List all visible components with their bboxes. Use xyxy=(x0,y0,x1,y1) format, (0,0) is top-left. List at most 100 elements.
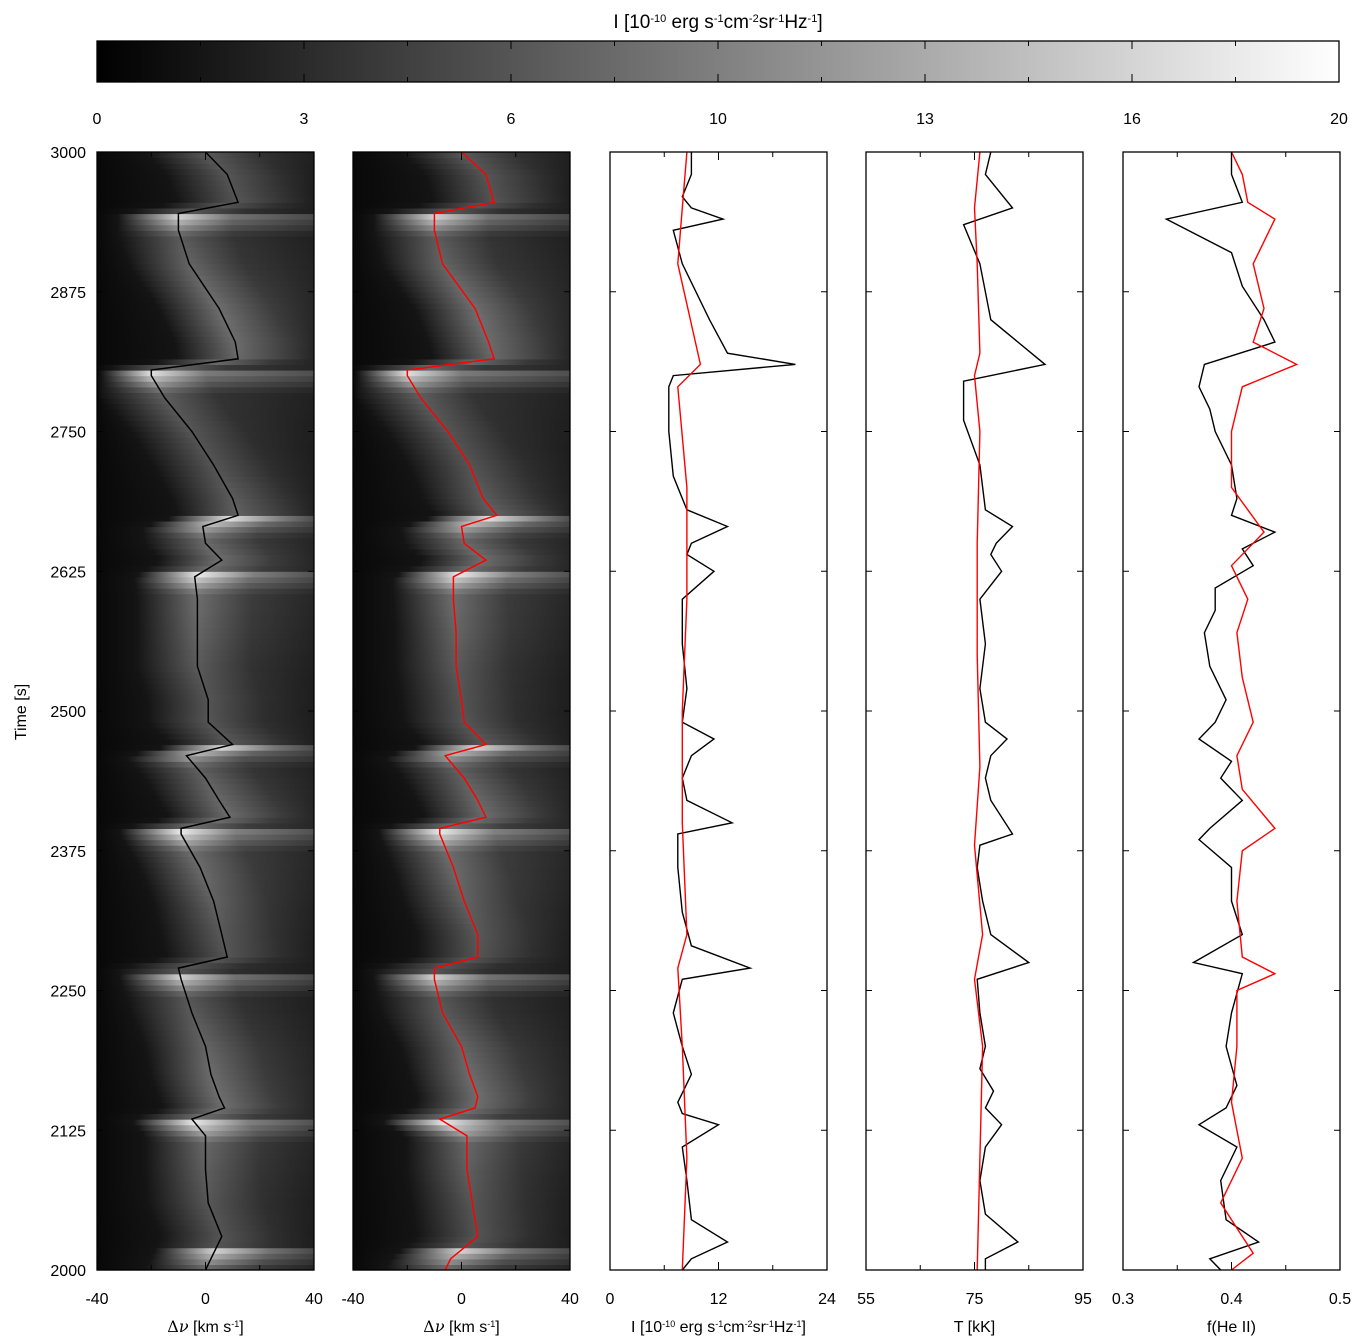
heatmap-row xyxy=(353,1147,570,1154)
heatmap-row xyxy=(353,738,570,746)
heatmap-row xyxy=(353,280,570,287)
heatmap-row xyxy=(353,761,570,768)
y-tick-label: 2000 xyxy=(50,1263,86,1280)
heatmap-row xyxy=(353,962,570,969)
heatmap-row xyxy=(97,470,314,477)
heatmap-row xyxy=(353,1113,570,1120)
heatmap-row xyxy=(353,1029,570,1036)
heatmap-row xyxy=(353,509,570,516)
heatmap-row xyxy=(97,230,314,237)
heatmap-row xyxy=(97,1208,314,1215)
heatmap-row xyxy=(97,336,314,343)
heatmap-row xyxy=(97,258,314,265)
heatmap-row xyxy=(97,1012,314,1020)
centroid-line xyxy=(150,151,240,1271)
heatmap-row xyxy=(353,342,570,349)
heatmap-row xyxy=(97,191,314,198)
x-tick-label: 55 xyxy=(857,1291,875,1308)
heatmap-row xyxy=(97,833,314,841)
heatmap-row xyxy=(97,196,314,203)
heatmap-row xyxy=(97,1024,314,1031)
heatmap-row xyxy=(97,1029,314,1036)
heatmap-row xyxy=(353,1225,570,1232)
heatmap-row xyxy=(97,409,314,416)
heatmap-row xyxy=(97,459,314,466)
heatmap-row xyxy=(97,615,314,623)
heatmap-row xyxy=(353,956,570,964)
heatmap-row xyxy=(97,1074,314,1081)
heatmap-row xyxy=(353,1102,570,1109)
heatmap-row xyxy=(97,699,314,707)
x-tick-label: 40 xyxy=(305,1291,323,1308)
heatmap-row xyxy=(97,520,314,528)
heatmap-row xyxy=(97,1180,314,1187)
heatmap-row xyxy=(353,940,570,947)
heatmap-row xyxy=(97,1191,314,1198)
heatmap-row xyxy=(353,1186,570,1193)
heatmap-row xyxy=(97,437,314,444)
heatmap-row xyxy=(97,839,314,846)
heatmap-row xyxy=(97,800,314,807)
heatmap-row xyxy=(353,431,570,438)
heatmap-row xyxy=(97,901,314,908)
heatmap-row xyxy=(353,565,570,572)
heatmap-row xyxy=(97,1001,314,1008)
heatmap-row xyxy=(97,157,314,164)
heatmap-row xyxy=(97,945,314,952)
heatmap-row xyxy=(353,1124,570,1131)
heatmap-row xyxy=(353,191,570,198)
heatmap-row xyxy=(97,750,314,757)
heatmap-row xyxy=(97,666,314,673)
heatmap-row xyxy=(353,1169,570,1176)
heatmap-row xyxy=(353,1202,570,1210)
heatmap-row xyxy=(353,185,570,192)
heatmap-row xyxy=(353,548,570,556)
heatmap-row xyxy=(97,671,314,679)
heatmap-row xyxy=(97,1230,314,1238)
y-axis-label: Time [s] xyxy=(13,684,30,740)
heatmap-row xyxy=(353,1051,570,1059)
heatmap-row xyxy=(97,951,314,958)
heatmap-row xyxy=(353,386,570,393)
label-part: Hz xyxy=(774,1319,794,1336)
heatmap-row xyxy=(353,755,570,762)
heatmap-row xyxy=(353,895,570,902)
heatmap-row xyxy=(353,923,570,930)
heatmap-row xyxy=(97,1063,314,1070)
heatmap-row xyxy=(97,828,314,835)
heatmap-row xyxy=(97,1091,314,1098)
heatmap-row xyxy=(353,1001,570,1008)
heatmap-row xyxy=(97,979,314,986)
heatmap-row xyxy=(353,543,570,550)
heatmap-row xyxy=(353,319,570,326)
heatmap-row xyxy=(353,850,570,857)
series-line xyxy=(668,152,796,1271)
heatmap-row xyxy=(97,755,314,762)
heatmap-row xyxy=(353,934,570,941)
panel-frame xyxy=(865,151,1084,1271)
y-tick-label: 2625 xyxy=(50,564,86,581)
heatmap-row xyxy=(353,588,570,595)
heatmap-row xyxy=(97,923,314,930)
heatmap-row xyxy=(97,325,314,332)
heatmap-row xyxy=(97,560,314,567)
heatmap-row xyxy=(353,861,570,869)
heatmap-row xyxy=(353,822,570,829)
heatmap-row xyxy=(353,465,570,472)
label-part: I [10 xyxy=(613,12,650,33)
heatmap-row xyxy=(353,1152,570,1159)
heatmap-row xyxy=(353,168,570,175)
heatmap-row xyxy=(353,1119,570,1126)
heatmap-row xyxy=(97,621,314,628)
heatmap-row xyxy=(97,990,314,997)
heatmap-row xyxy=(97,643,314,651)
heatmap-row xyxy=(97,465,314,472)
heatmap-row xyxy=(353,951,570,958)
y-tick-label: 2500 xyxy=(50,704,86,721)
colorbar-tick-label: 20 xyxy=(1330,111,1348,128)
heatmap-row xyxy=(353,845,570,852)
heatmap-row xyxy=(97,576,314,584)
heatmap-row xyxy=(97,213,314,220)
heatmap-row xyxy=(97,554,314,561)
